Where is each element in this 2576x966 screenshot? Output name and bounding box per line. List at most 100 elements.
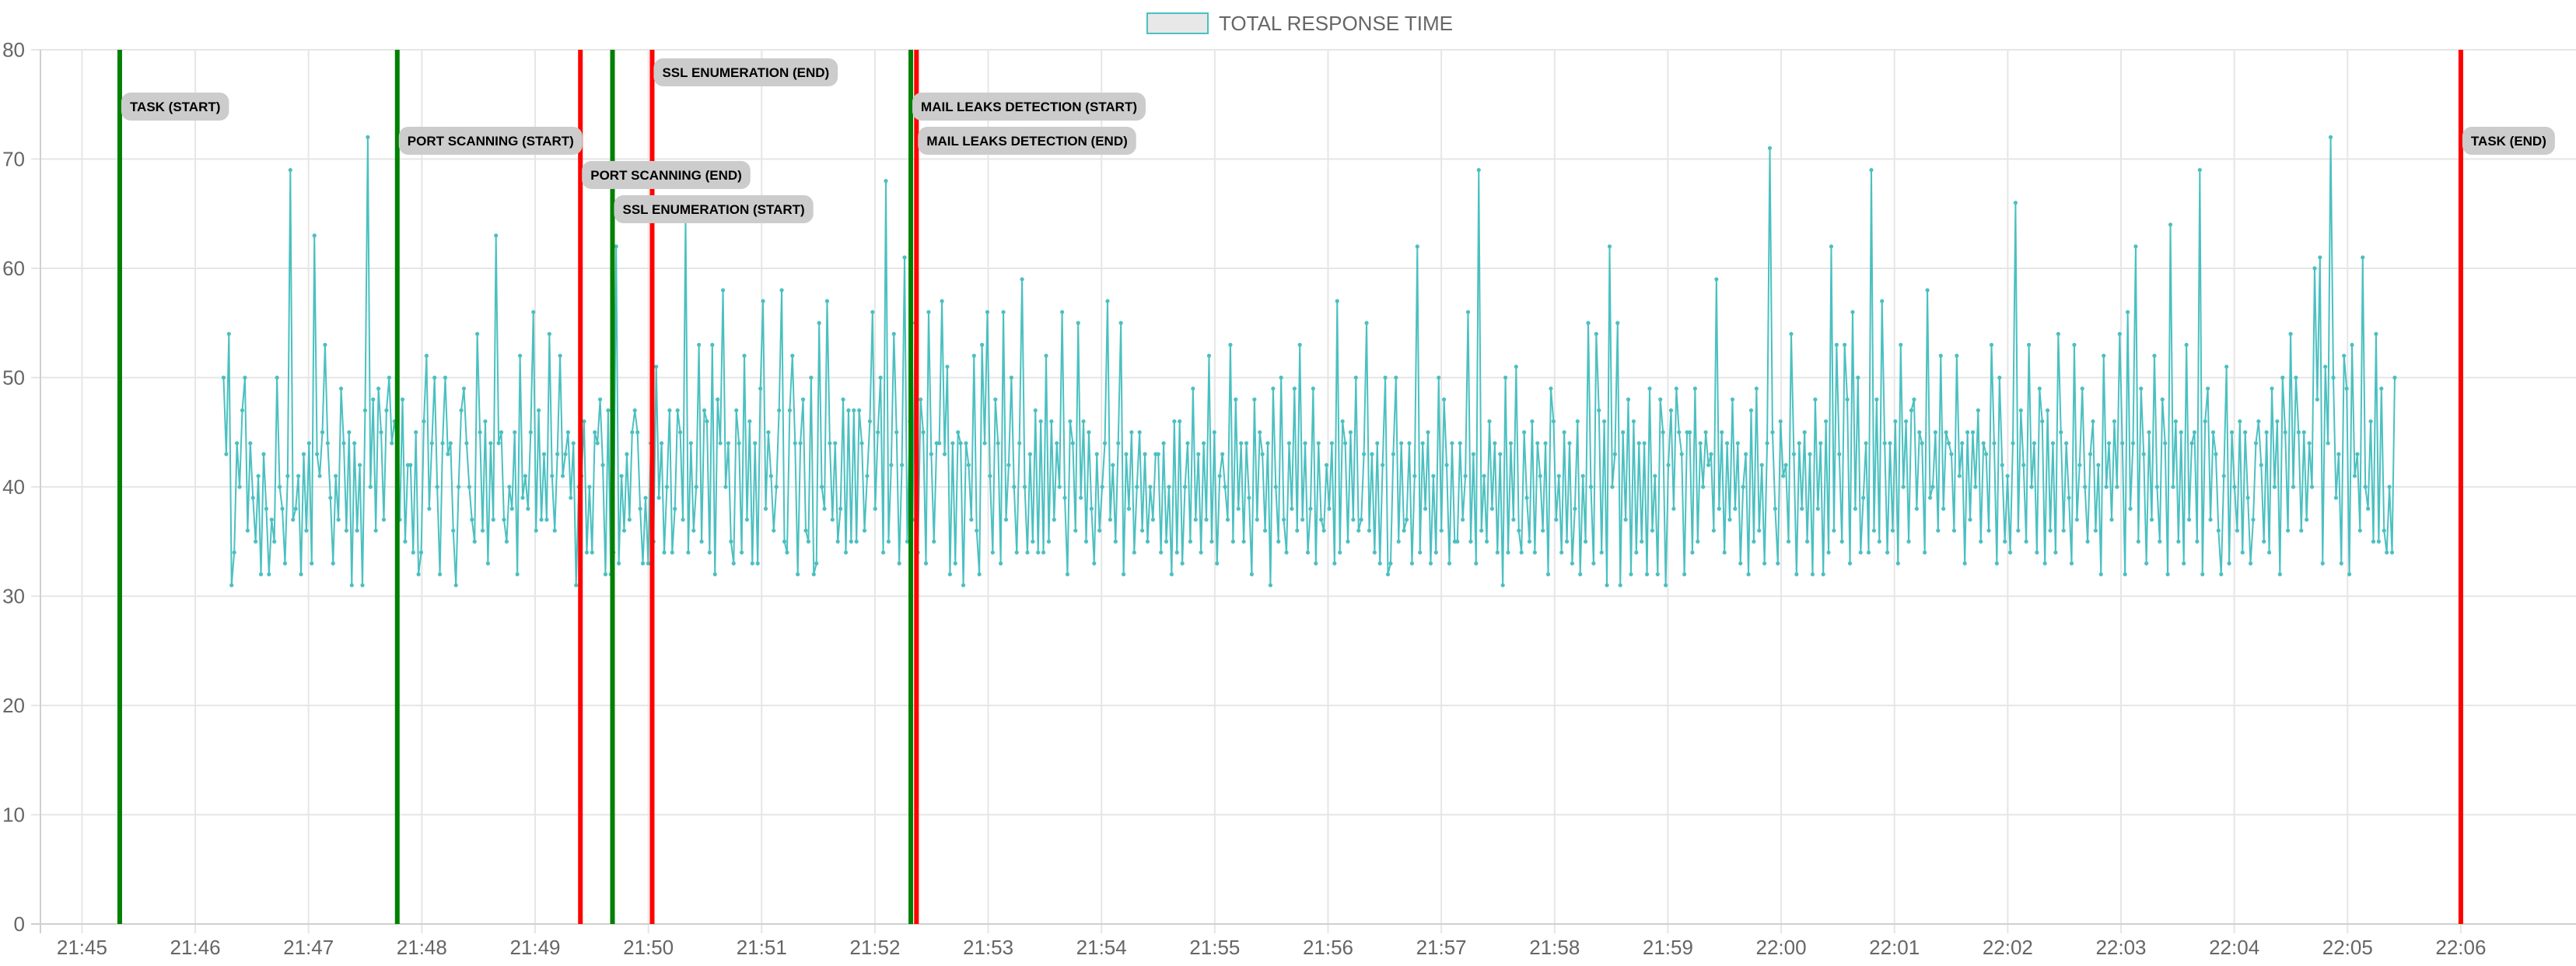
data-point [1783,463,1788,467]
data-point [1140,528,1145,533]
data-point [843,550,849,555]
data-point [411,550,415,555]
data-point [226,331,231,336]
data-point [1191,386,1195,391]
data-point [712,572,717,577]
data-point [243,375,247,380]
data-point [1962,561,1967,565]
data-point [2264,430,2269,435]
data-point [1810,572,1815,577]
data-point [272,539,277,544]
data-point [2144,561,2149,565]
data-point [1800,506,1804,511]
data-point [2117,331,2122,336]
data-point [1006,463,1011,467]
data-point [1014,550,1019,555]
data-point [2333,495,2339,500]
data-point [1917,430,1922,435]
data-point [632,408,637,413]
data-point [544,517,549,522]
data-point [565,430,570,435]
data-point [435,485,439,489]
data-point [1767,145,1773,151]
data-point [1182,485,1188,489]
data-point [1079,495,1083,500]
data-point [2331,375,2336,380]
data-point [2147,430,2151,435]
data-point [774,485,779,489]
data-point [1327,506,1332,511]
data-point [2361,255,2365,260]
data-point [362,408,368,413]
data-point [2203,419,2207,424]
data-point [2262,539,2266,544]
data-point [464,441,469,446]
data-point [1720,430,1724,435]
data-point [488,441,493,446]
data-point [2018,408,2023,413]
data-point [1500,583,1505,588]
data-point [250,495,255,500]
data-point [325,441,330,446]
data-point [2323,364,2328,369]
data-point [1597,408,1601,413]
data-point [705,419,709,424]
data-point [2294,375,2298,380]
data-point [1687,430,1692,435]
data-point [269,517,274,522]
data-point [1621,430,1626,435]
data-point [2130,441,2136,446]
data-point [2270,386,2274,391]
data-point [496,441,501,446]
data-point [280,506,285,511]
data-point [520,495,525,500]
data-point [1402,528,1406,533]
data-point [1599,550,1604,555]
y-tick-label: 40 [2,475,25,499]
data-point [1057,485,1062,489]
data-point [560,474,565,478]
data-point [1215,561,1220,565]
data-point [1832,528,1836,533]
data-point [2069,561,2074,565]
data-point [1468,539,1473,544]
data-point [1797,441,1801,446]
data-point [1564,539,1570,544]
data-point [2182,561,2186,565]
data-point [574,583,579,588]
chart-legend[interactable]: TOTAL RESPONSE TIME [1146,12,1453,35]
data-point [2339,561,2343,565]
data-point [418,550,424,555]
data-point [2007,550,2013,555]
data-point [1706,463,1711,467]
data-point [779,288,784,292]
data-point [2379,386,2384,391]
data-point [1535,441,1540,446]
annotation-label: MAIL LEAKS DETECTION (START) [912,93,1146,121]
data-point [590,550,594,555]
data-point [635,430,640,435]
event-annotations: TASK (START) PORT SCANNING (START) PORT SC… [117,50,2555,924]
data-point [2288,331,2293,336]
x-tick-label: 21:59 [1643,936,1693,959]
data-point [758,386,763,391]
data-point [2048,528,2053,533]
data-point [817,320,821,325]
legend-swatch[interactable] [1146,12,1209,34]
data-point [2098,572,2103,577]
legend-label[interactable]: TOTAL RESPONSE TIME [1219,12,1453,35]
data-point [1383,375,1388,380]
data-point [1070,441,1075,446]
data-point [768,474,773,478]
data-point [2016,528,2021,533]
data-point [1038,419,1043,424]
data-point [472,539,477,544]
data-point [1658,397,1663,402]
data-point [571,441,576,446]
data-point [1220,452,1225,457]
data-point [1185,441,1190,446]
data-point [1776,561,1780,565]
data-point [849,539,853,544]
data-point [1591,561,1596,565]
